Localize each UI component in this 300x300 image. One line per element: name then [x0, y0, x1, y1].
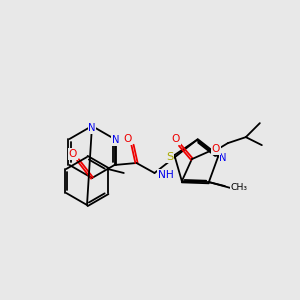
Text: O: O — [69, 149, 77, 159]
Text: O: O — [212, 144, 220, 154]
Text: N: N — [112, 135, 119, 145]
Text: NH: NH — [158, 170, 173, 180]
Text: CH₃: CH₃ — [231, 183, 248, 192]
Text: O: O — [172, 134, 180, 144]
Text: O: O — [123, 134, 132, 144]
Text: N: N — [219, 153, 227, 163]
Text: S: S — [166, 152, 173, 162]
Text: N: N — [88, 123, 96, 133]
